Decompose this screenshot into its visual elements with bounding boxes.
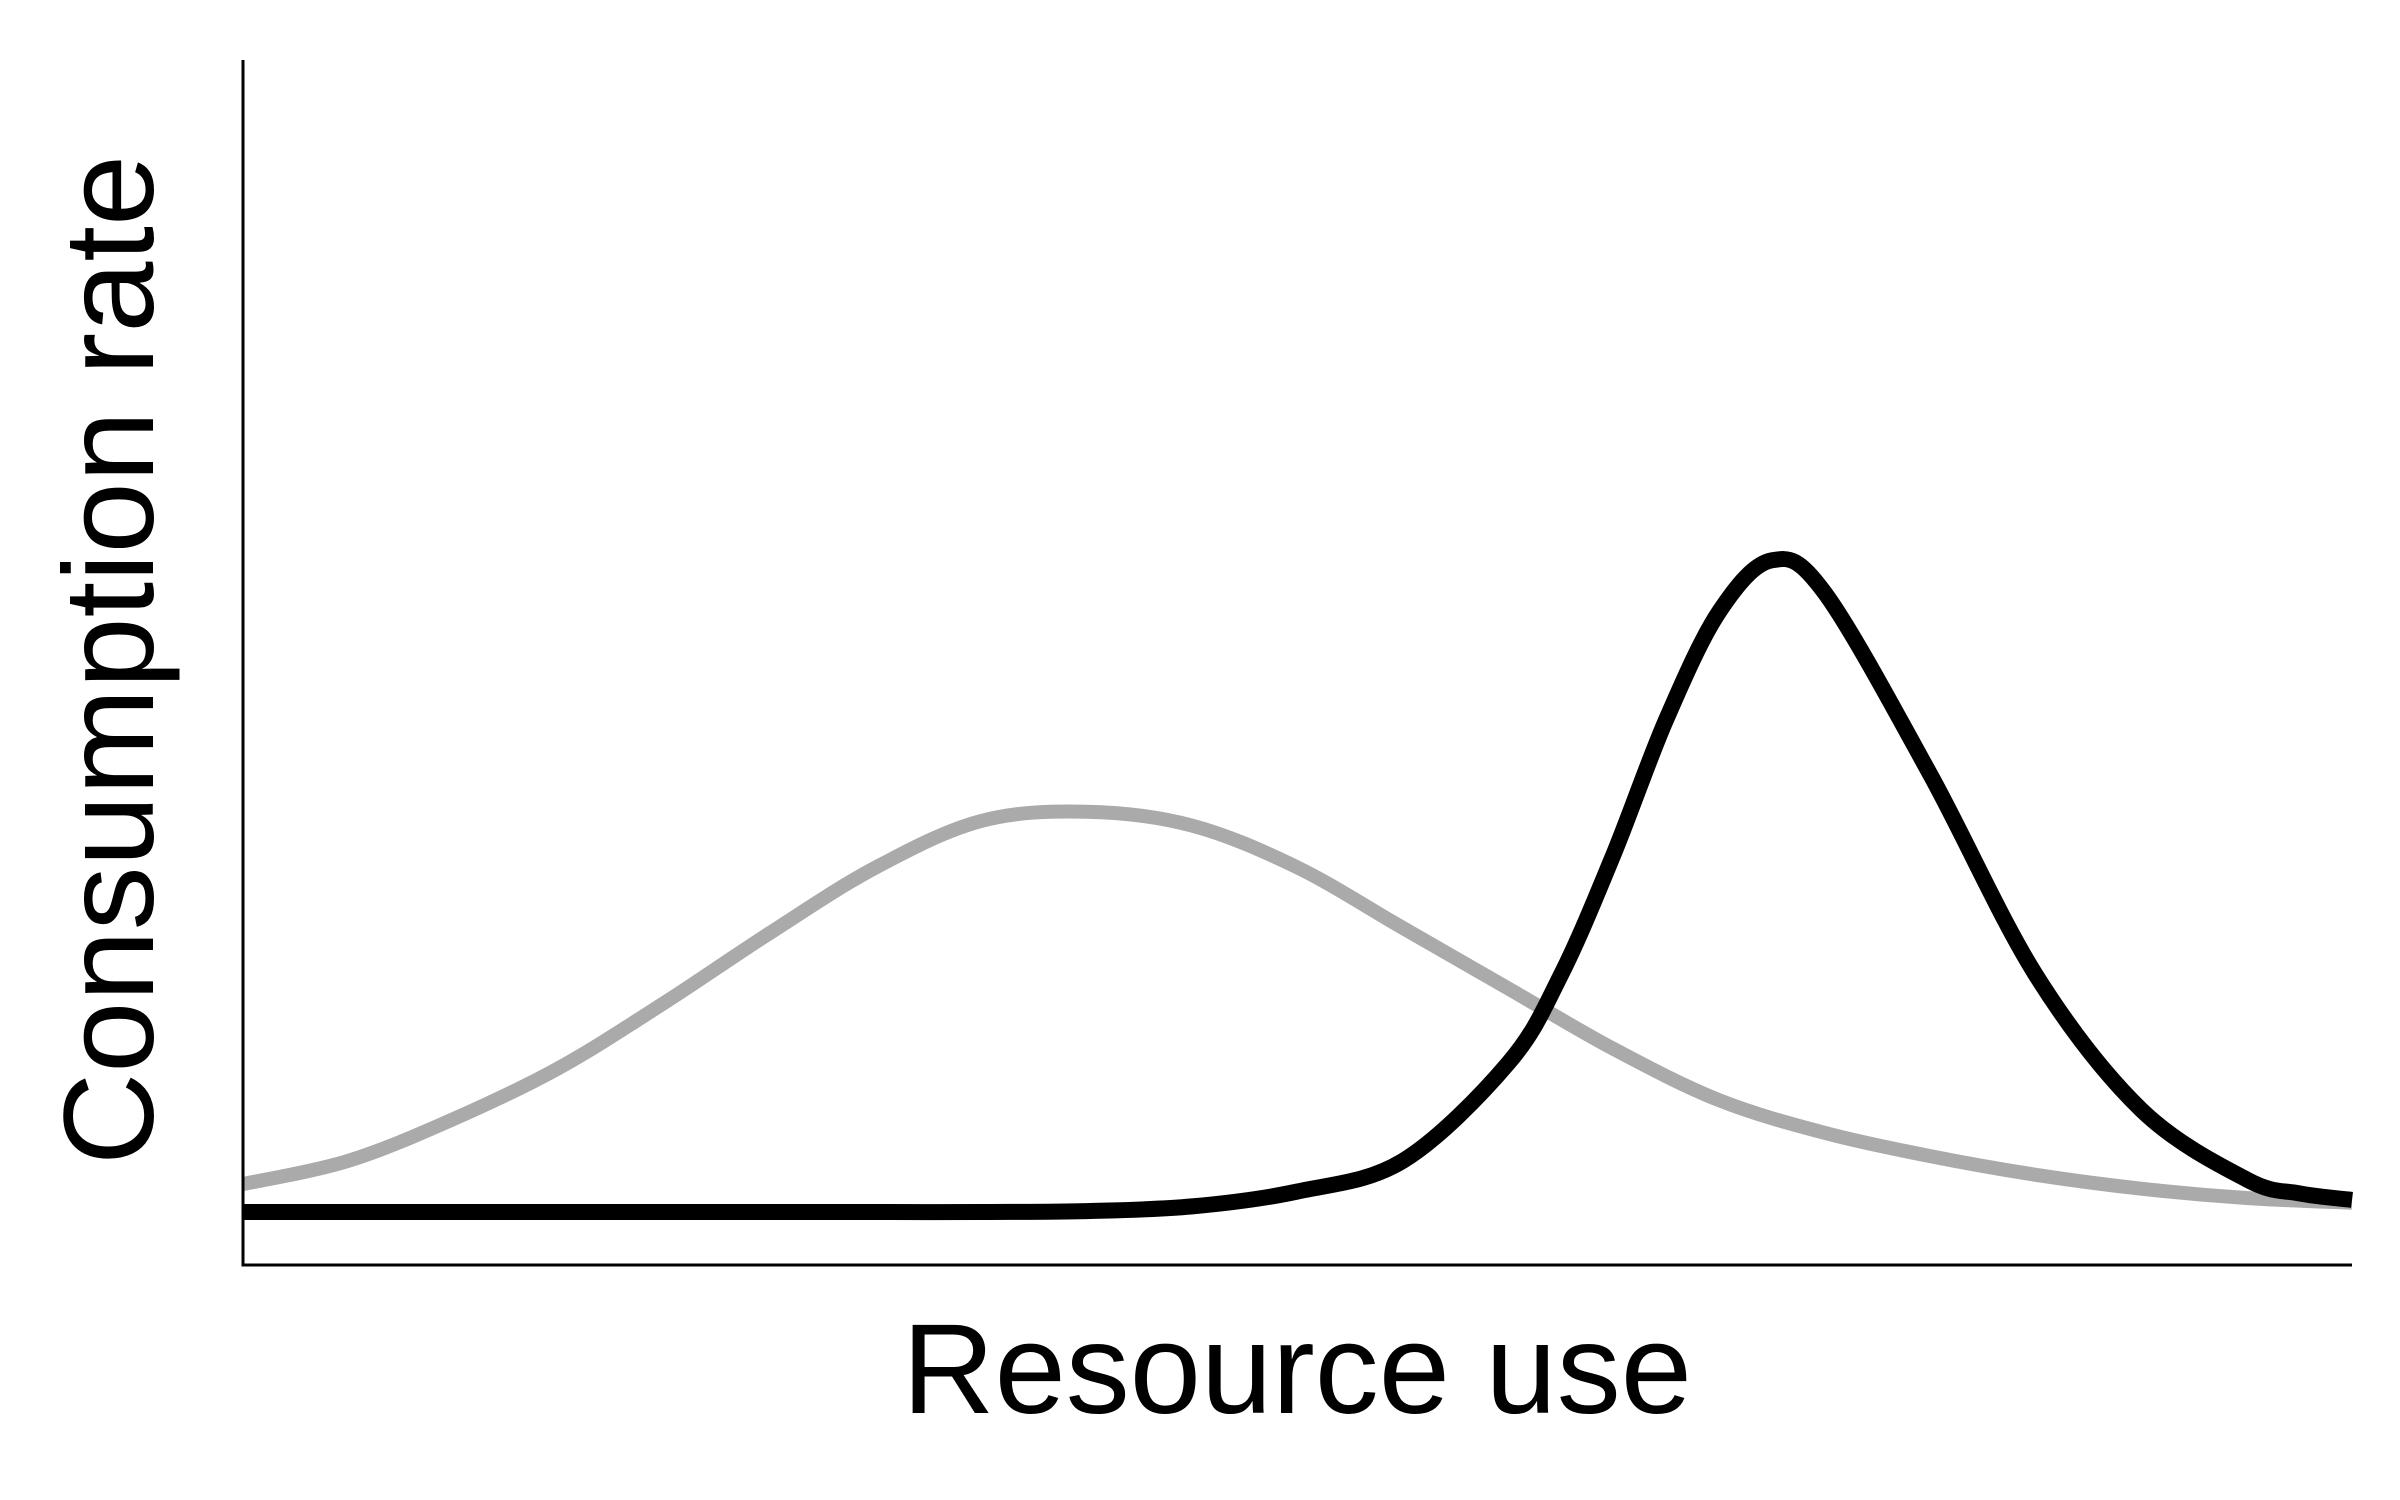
- y-axis-label: Consumption rate: [38, 155, 181, 1165]
- series-line-2: [243, 551, 2353, 1221]
- x-axis-label: Resource use: [902, 1298, 1692, 1441]
- series-line-1: [241, 804, 2353, 1210]
- series-lines: [241, 551, 2353, 1221]
